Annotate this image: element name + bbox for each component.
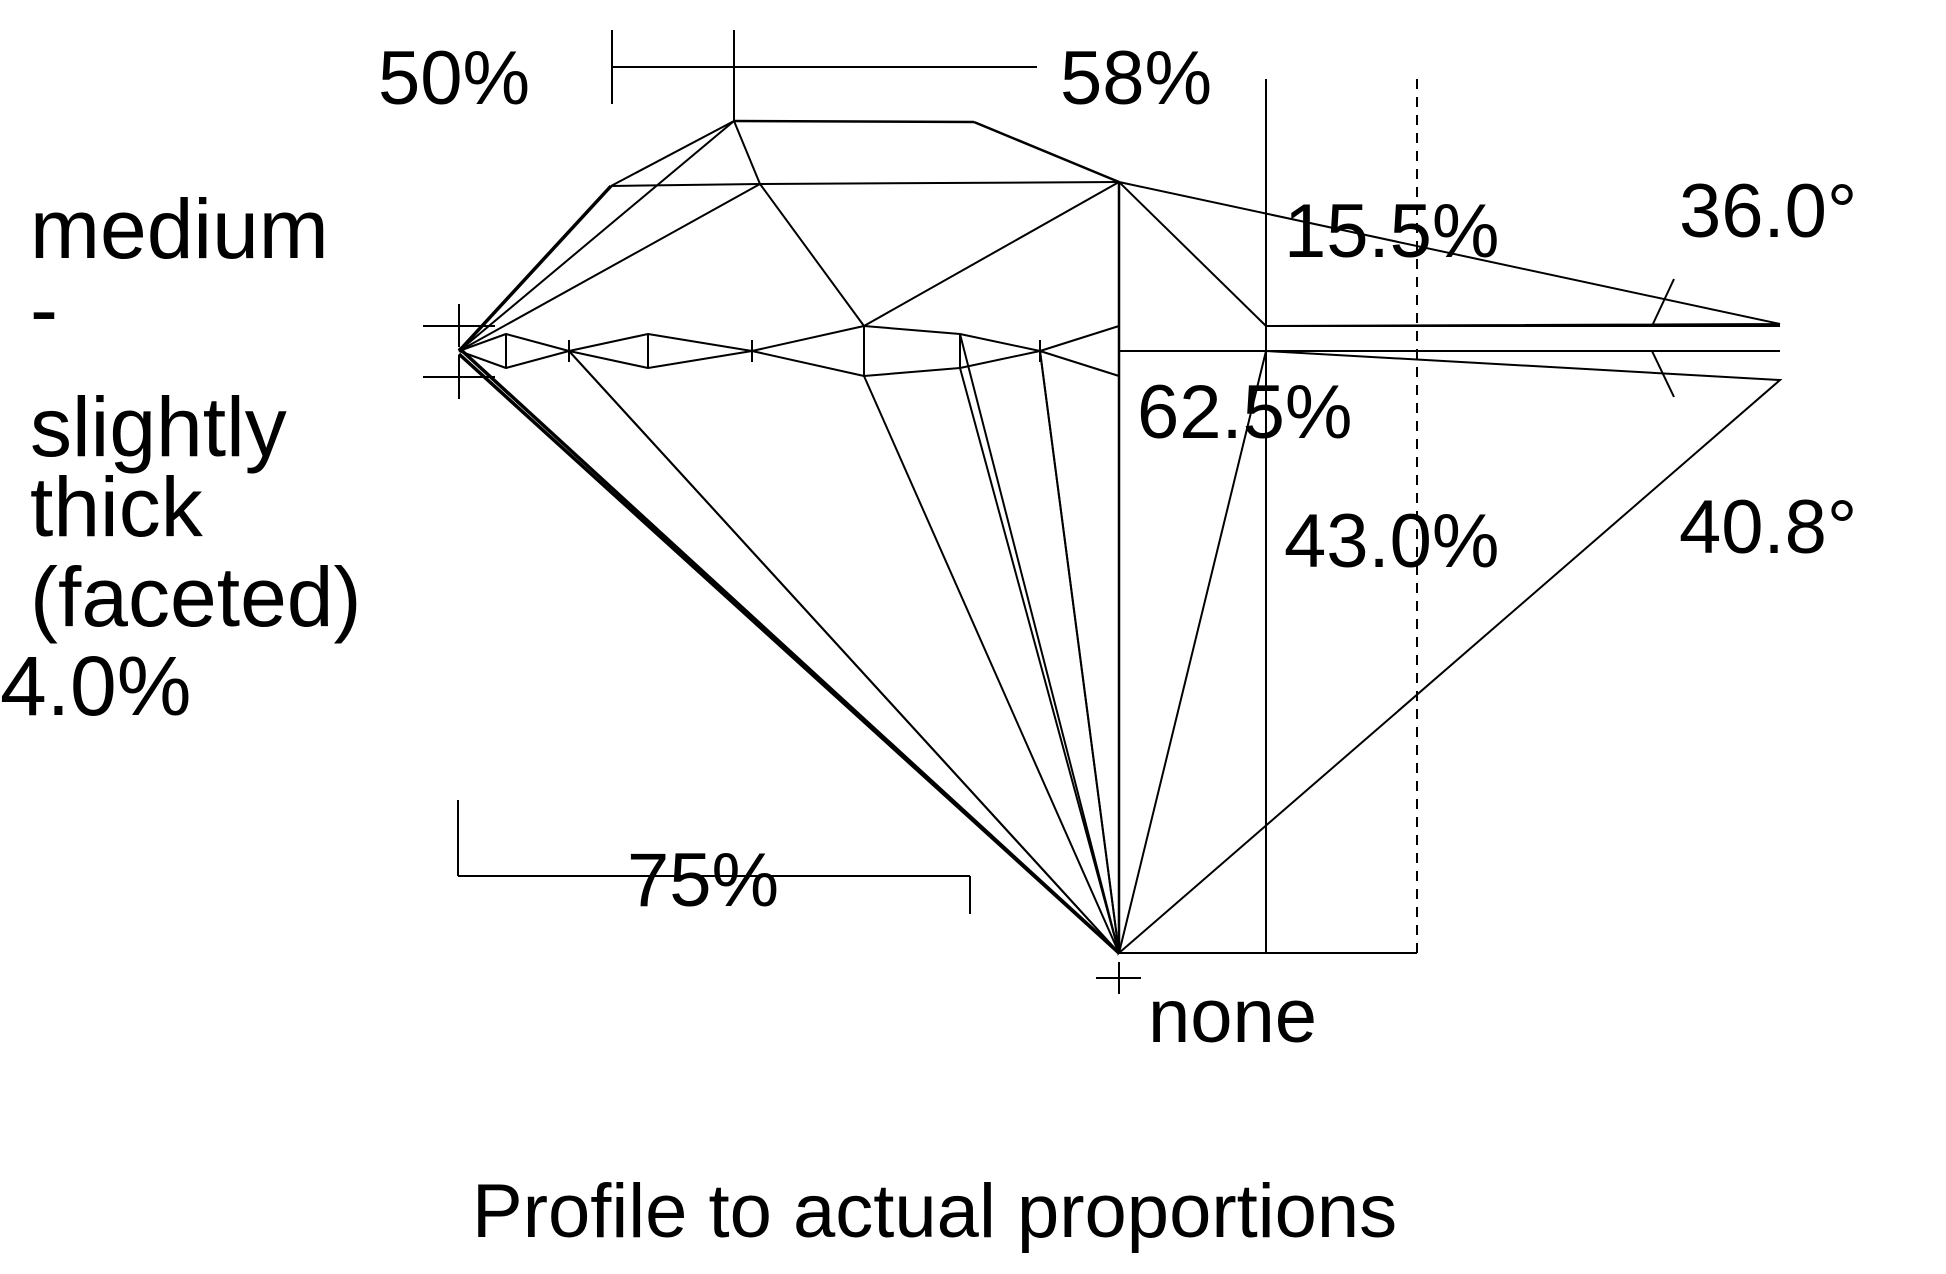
- svg-text:15.5%: 15.5%: [1284, 189, 1500, 274]
- svg-text:thick: thick: [30, 460, 204, 554]
- svg-text:75%: 75%: [627, 838, 779, 923]
- svg-text:50%: 50%: [378, 36, 530, 121]
- svg-text:36.0°: 36.0°: [1679, 169, 1857, 254]
- svg-text:62.5%: 62.5%: [1137, 370, 1353, 455]
- svg-text:-: -: [30, 262, 58, 356]
- svg-text:43.0%: 43.0%: [1284, 499, 1500, 584]
- svg-text:4.0%: 4.0%: [0, 639, 191, 733]
- svg-text:40.8°: 40.8°: [1679, 485, 1857, 570]
- svg-text:none: none: [1148, 974, 1317, 1059]
- svg-text:(faceted): (faceted): [30, 550, 362, 644]
- svg-text:58%: 58%: [1060, 36, 1212, 121]
- svg-text:medium: medium: [30, 182, 329, 276]
- svg-text:Profile to actual proportions: Profile to actual proportions: [472, 1169, 1397, 1254]
